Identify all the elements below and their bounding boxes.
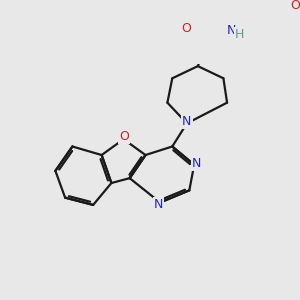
Text: O: O — [290, 0, 300, 12]
Text: N: N — [154, 198, 163, 211]
Text: O: O — [119, 130, 129, 143]
Text: N: N — [226, 24, 236, 37]
Text: N: N — [192, 158, 201, 170]
Text: H: H — [235, 28, 244, 41]
Text: O: O — [181, 22, 191, 35]
Text: N: N — [182, 115, 192, 128]
